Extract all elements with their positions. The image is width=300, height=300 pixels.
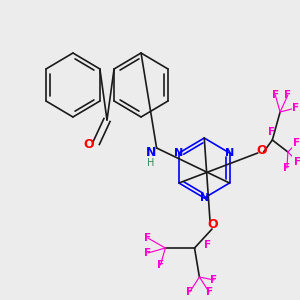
Text: O: O [208,218,218,232]
Text: N: N [200,193,209,203]
Text: F: F [272,90,279,100]
Text: F: F [292,103,299,113]
Text: N: N [174,148,184,158]
Text: O: O [83,139,94,152]
Text: F: F [206,287,213,297]
Text: F: F [144,233,152,243]
Text: N: N [225,148,234,158]
Text: F: F [284,163,290,173]
Text: O: O [256,145,267,158]
Text: F: F [210,275,218,285]
Text: F: F [268,127,275,137]
Text: F: F [186,287,193,297]
Text: H: H [147,158,154,168]
Text: N: N [146,146,156,160]
Text: F: F [144,248,152,258]
Text: F: F [284,90,292,100]
Text: F: F [294,157,300,167]
Text: F: F [293,138,300,148]
Text: F: F [157,260,164,270]
Text: F: F [204,240,211,250]
